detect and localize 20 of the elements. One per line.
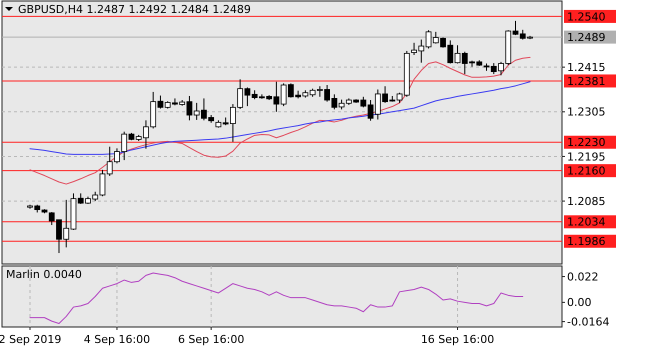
x-tick-label: 4 Sep 16:00 — [84, 333, 150, 346]
ref-line-label: 1.2034 — [567, 216, 606, 229]
ref-line-label: 1.2381 — [567, 74, 606, 88]
y-tick-label: -0.0164 — [567, 315, 610, 328]
line-series — [30, 56, 530, 185]
y-tick-label: 1.2195 — [567, 150, 606, 164]
ref-line-label: 1.2230 — [567, 136, 606, 150]
chart-title: GBPUSD,H4 1.2487 1.2492 1.2484 1.2489 — [18, 3, 251, 16]
y-tick-label: 1.2085 — [567, 194, 606, 208]
x-tick-label: 16 Sep 16:00 — [420, 333, 494, 346]
chart-title: Marlin 0.0040 — [6, 268, 82, 281]
y-tick-label: 0.022 — [567, 270, 598, 284]
ref-line-label: 1.2540 — [567, 10, 606, 24]
y-tick-label: 1.2305 — [567, 106, 606, 119]
ref-line-label: 1.2489 — [567, 30, 606, 44]
y-tick-label: 0.00 — [567, 296, 592, 310]
x-tick-label: 6 Sep 16:00 — [178, 333, 244, 346]
ref-line-label: 1.1986 — [567, 235, 606, 248]
y-tick-label: 1.2415 — [567, 61, 606, 74]
ref-line-label: 1.2160 — [567, 164, 606, 178]
